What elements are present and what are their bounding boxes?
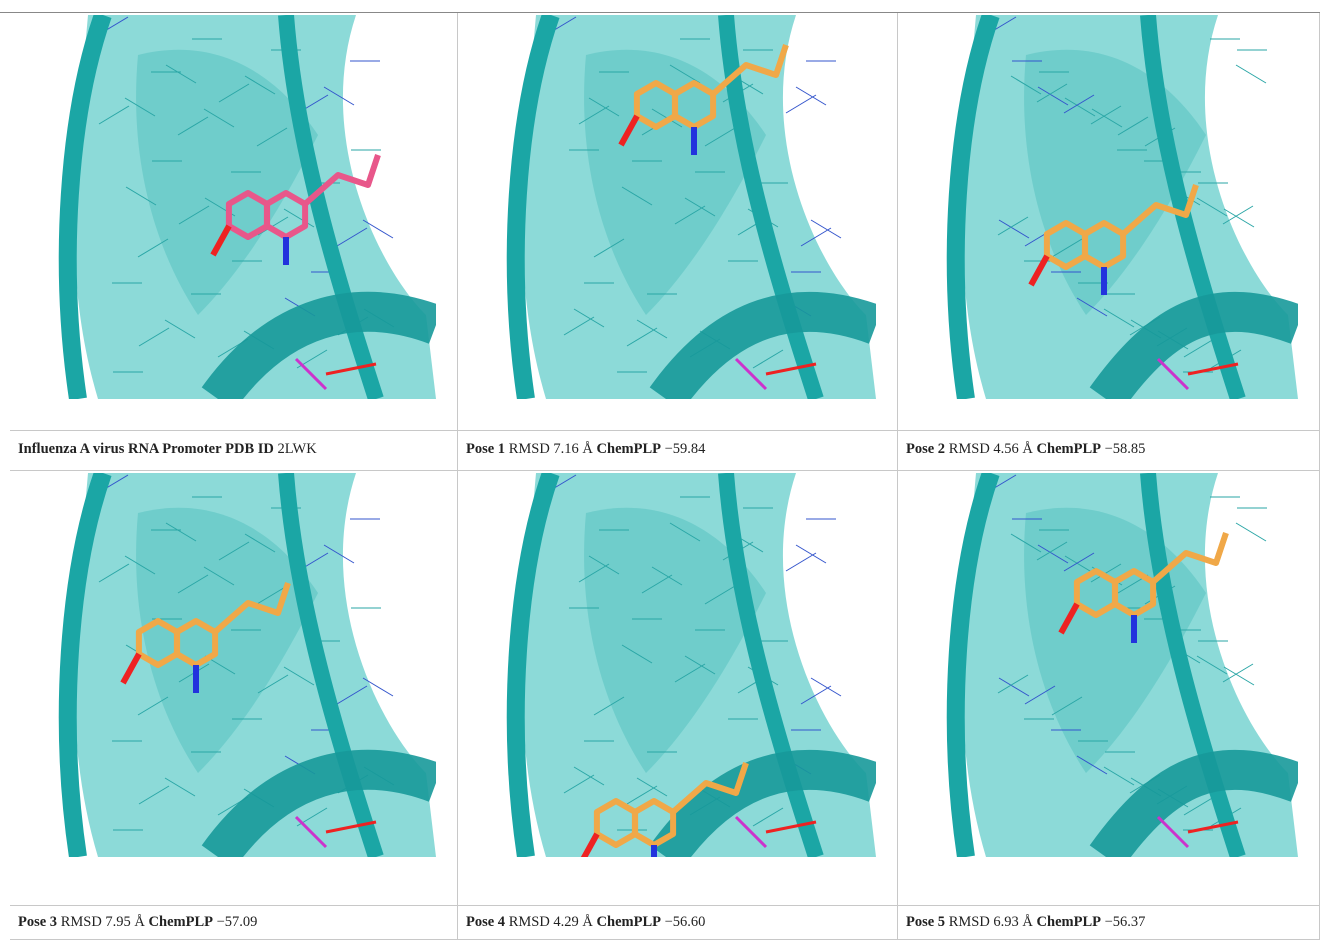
caption: Pose 1 RMSD 7.16 Å ChemPLP −59.84	[466, 441, 705, 458]
table-cell: Pose 5 RMSD 6.93 Å ChemPLP −56.37	[898, 471, 1320, 940]
caption-part: Pose 1	[466, 441, 505, 457]
docking-image	[18, 473, 436, 857]
caption-part: PDB ID	[225, 441, 274, 457]
caption: Pose 5 RMSD 6.93 Å ChemPLP −56.37	[906, 914, 1145, 931]
caption: Pose 3 RMSD 7.95 Å ChemPLP −57.09	[18, 914, 257, 931]
row-rule	[458, 905, 897, 906]
caption-part: 7.95 Å	[105, 914, 144, 930]
caption-part: RMSD	[509, 441, 550, 457]
caption-part: Pose 2	[906, 441, 945, 457]
caption-part: ChemPLP	[597, 914, 661, 930]
caption-part: −57.09	[217, 914, 258, 930]
row-rule	[10, 905, 457, 906]
table-cell: Pose 4 RMSD 4.29 Å ChemPLP −56.60	[458, 471, 898, 940]
caption: Pose 4 RMSD 4.29 Å ChemPLP −56.60	[466, 914, 705, 931]
table-cell: Pose 2 RMSD 4.56 Å ChemPLP −58.85	[898, 13, 1320, 471]
row-rule	[898, 430, 1319, 431]
caption-part: ChemPLP	[1037, 441, 1101, 457]
caption-part: Influenza A virus RNA Promoter	[18, 441, 222, 457]
table-cell: Pose 3 RMSD 7.95 Å ChemPLP −57.09	[10, 471, 458, 940]
docking-image	[466, 473, 876, 857]
caption-part: 4.56 Å	[993, 441, 1032, 457]
caption-part: −56.37	[1105, 914, 1146, 930]
caption-part: 7.16 Å	[553, 441, 592, 457]
caption: Influenza A virus RNA Promoter PDB ID 2L…	[18, 441, 317, 458]
caption-part: RMSD	[949, 914, 990, 930]
caption-part: Pose 4	[466, 914, 505, 930]
docking-image	[466, 15, 876, 399]
caption: Pose 2 RMSD 4.56 Å ChemPLP −58.85	[906, 441, 1145, 458]
caption-part: Pose 3	[18, 914, 57, 930]
row-rule	[898, 905, 1319, 906]
row-rule	[458, 430, 897, 431]
docking-image	[906, 473, 1298, 857]
caption-part: −59.84	[665, 441, 706, 457]
caption-part: Pose 5	[906, 914, 945, 930]
caption-part: RMSD	[61, 914, 102, 930]
caption-part: ChemPLP	[597, 441, 661, 457]
caption-part: ChemPLP	[149, 914, 213, 930]
caption-part: 6.93 Å	[993, 914, 1032, 930]
caption-part: ChemPLP	[1037, 914, 1101, 930]
table-cell: Influenza A virus RNA Promoter PDB ID 2L…	[10, 13, 458, 471]
table-cell: Pose 1 RMSD 7.16 Å ChemPLP −59.84	[458, 13, 898, 471]
caption-part: RMSD	[509, 914, 550, 930]
row-rule	[10, 430, 457, 431]
caption-part: RMSD	[949, 441, 990, 457]
caption-part: 4.29 Å	[553, 914, 592, 930]
figure-table: Influenza A virus RNA Promoter PDB ID 2L…	[10, 13, 1320, 940]
docking-image	[906, 15, 1298, 399]
docking-image	[18, 15, 436, 399]
caption-part: −58.85	[1105, 441, 1146, 457]
caption-part: −56.60	[665, 914, 706, 930]
caption-part: 2LWK	[278, 441, 317, 457]
page: {"table":{"rows":[ [{"title":"Influenza …	[0, 0, 1320, 940]
